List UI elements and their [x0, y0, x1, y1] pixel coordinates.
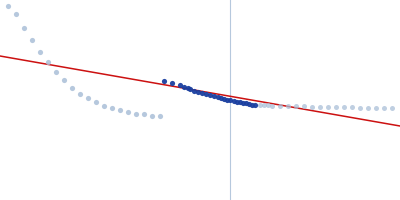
- Point: [85, 96, 91, 100]
- Point: [224, 98, 230, 101]
- Point: [325, 105, 331, 109]
- Point: [389, 106, 395, 110]
- Point: [373, 106, 379, 109]
- Point: [243, 102, 249, 105]
- Point: [117, 108, 123, 112]
- Point: [141, 112, 147, 116]
- Point: [215, 96, 221, 99]
- Point: [185, 86, 191, 90]
- Point: [341, 106, 347, 109]
- Point: [218, 96, 224, 100]
- Point: [349, 106, 355, 109]
- Point: [5, 4, 11, 8]
- Point: [191, 89, 197, 92]
- Point: [277, 104, 283, 107]
- Point: [240, 101, 246, 104]
- Point: [285, 104, 291, 108]
- Point: [265, 104, 271, 107]
- Point: [309, 105, 315, 108]
- Point: [221, 97, 227, 100]
- Point: [181, 85, 187, 88]
- Point: [157, 114, 163, 118]
- Point: [77, 92, 83, 96]
- Point: [365, 106, 371, 109]
- Point: [29, 38, 35, 42]
- Point: [211, 95, 217, 98]
- Point: [177, 83, 183, 87]
- Point: [195, 90, 201, 93]
- Point: [269, 104, 275, 107]
- Point: [357, 106, 363, 109]
- Point: [69, 86, 75, 90]
- Point: [227, 99, 234, 102]
- Point: [37, 50, 43, 54]
- Point: [187, 88, 193, 91]
- Point: [133, 112, 139, 116]
- Point: [246, 102, 252, 106]
- Point: [199, 91, 205, 94]
- Point: [169, 81, 175, 85]
- Point: [257, 103, 263, 107]
- Point: [53, 70, 59, 74]
- Point: [149, 114, 155, 118]
- Point: [101, 104, 107, 108]
- Point: [203, 92, 209, 96]
- Point: [234, 100, 240, 103]
- Point: [125, 110, 131, 114]
- Point: [252, 103, 258, 107]
- Point: [237, 101, 243, 104]
- Point: [161, 79, 167, 83]
- Point: [109, 106, 115, 110]
- Point: [93, 100, 99, 104]
- Point: [230, 99, 237, 103]
- Point: [45, 60, 51, 64]
- Point: [249, 103, 255, 106]
- Point: [61, 78, 67, 82]
- Point: [301, 105, 307, 108]
- Point: [21, 26, 27, 30]
- Point: [207, 94, 213, 97]
- Point: [381, 106, 387, 109]
- Point: [261, 104, 267, 107]
- Point: [317, 105, 323, 108]
- Point: [13, 12, 19, 16]
- Point: [333, 106, 339, 109]
- Point: [293, 105, 299, 108]
